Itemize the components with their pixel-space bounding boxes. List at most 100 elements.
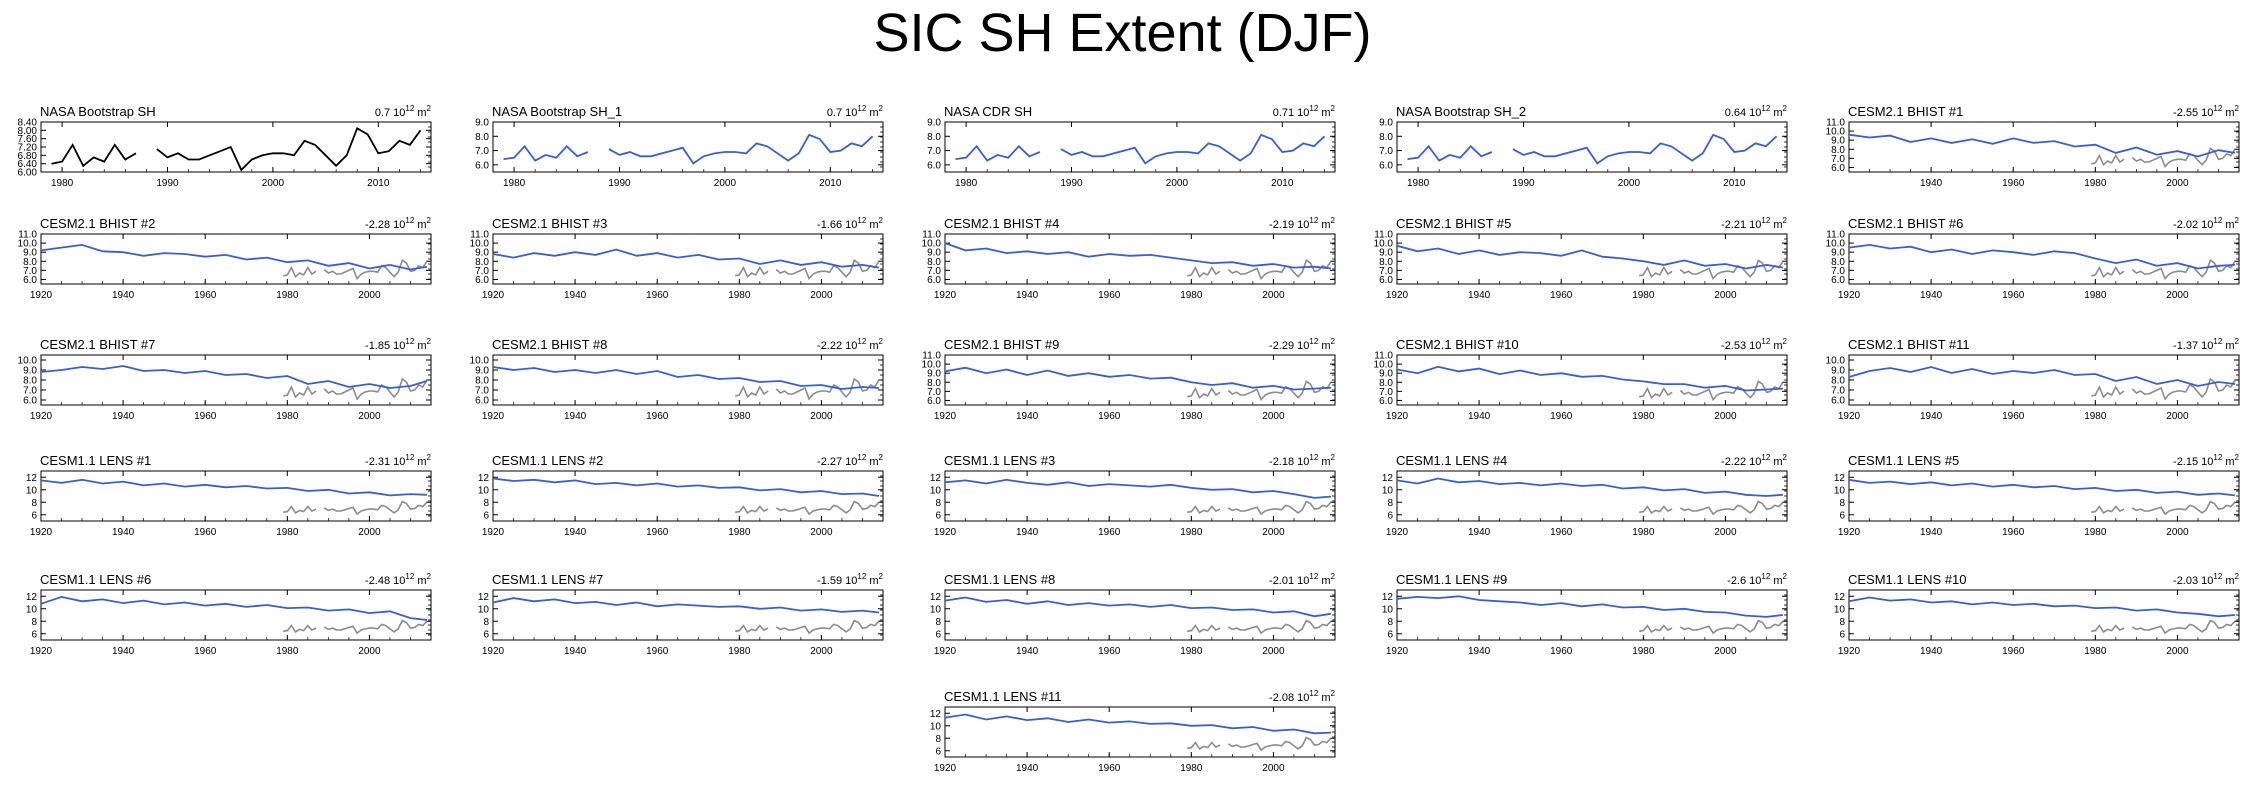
- series-line: [1396, 244, 1784, 270]
- panel-trend-label: -2.31 1012 m2: [365, 453, 432, 468]
- obs-overlay-line: [1679, 619, 1784, 635]
- y-tick-label: 6.0: [927, 160, 941, 171]
- panel-trend-label: -2.15 1012 m2: [2173, 453, 2240, 468]
- y-tick-label: 6.0: [1379, 160, 1393, 171]
- obs-overlay-line: [775, 377, 880, 401]
- x-tick-label: 1960: [1098, 527, 1121, 538]
- panel-title: CESM1.1 LENS #3: [944, 453, 1055, 468]
- x-tick-label: 2000: [1714, 290, 1737, 301]
- obs-overlay-line: [2131, 259, 2236, 280]
- panel-frame: [944, 233, 1336, 285]
- panel-title: CESM2.1 BHIST #1: [1848, 104, 1963, 119]
- panel-title: CESM1.1 LENS #2: [492, 453, 603, 468]
- panel-title: CESM2.1 BHIST #11: [1848, 337, 1970, 352]
- obs-overlay-line: [1639, 265, 1673, 279]
- panel-frame: [1396, 121, 1788, 173]
- y-tick-label: 10.0: [922, 360, 942, 371]
- y-tick-label: 10: [930, 721, 942, 732]
- x-tick-label: 1920: [934, 411, 957, 422]
- series-line: [1407, 144, 1493, 162]
- y-tick-label: 10: [1834, 604, 1846, 615]
- x-tick-label: 2000: [262, 178, 285, 189]
- y-tick-label: 6.0: [475, 396, 489, 407]
- y-tick-label: 8.0: [1379, 257, 1393, 268]
- x-tick-label: 1920: [1838, 646, 1861, 657]
- y-tick-label: 10: [930, 604, 942, 615]
- series-line: [1848, 133, 2236, 158]
- x-tick-label: 1940: [564, 290, 587, 301]
- y-tick-label: 8.0: [1379, 378, 1393, 389]
- y-tick-label: 10.0: [18, 356, 38, 367]
- obs-overlay-line: [1639, 505, 1673, 514]
- x-tick-label: 1960: [1098, 763, 1121, 774]
- y-tick-label: 6: [1839, 629, 1845, 640]
- x-tick-label: 1980: [728, 527, 751, 538]
- obs-overlay-line: [1227, 259, 1332, 280]
- panel-frame: [1396, 233, 1788, 285]
- x-tick-label: 1980: [1180, 646, 1203, 657]
- y-tick-label: 9.0: [1379, 369, 1393, 380]
- x-tick-label: 1940: [1920, 527, 1943, 538]
- y-tick-label: 6.0: [927, 396, 941, 407]
- panel-frame: [1396, 589, 1788, 641]
- series-line: [503, 144, 589, 162]
- x-tick-label: 1980: [1632, 646, 1655, 657]
- x-tick-label: 2000: [1714, 646, 1737, 657]
- obs-overlay-line: [2091, 624, 2125, 633]
- x-tick-label: 2000: [1262, 763, 1285, 774]
- y-tick-label: 7.0: [23, 386, 37, 397]
- x-tick-label: 1920: [934, 763, 957, 774]
- y-tick-label: 7.0: [927, 146, 941, 157]
- y-tick-label: 11.0: [18, 230, 37, 241]
- x-tick-label: 1980: [1180, 763, 1203, 774]
- panel-trend-label: -2.19 1012 m2: [1269, 216, 1336, 231]
- y-tick-label: 10.0: [1826, 127, 1846, 138]
- x-tick-label: 1960: [1550, 411, 1573, 422]
- x-tick-label: 1960: [1550, 290, 1573, 301]
- x-tick-label: 2000: [810, 411, 833, 422]
- x-tick-label: 1960: [2002, 178, 2025, 189]
- x-tick-label: 1920: [1838, 411, 1861, 422]
- y-tick-label: 10: [26, 485, 38, 496]
- panel-trend-label: 0.71 1012 m2: [1273, 104, 1336, 119]
- panel-frame: [944, 470, 1336, 522]
- panel-frame: [944, 706, 1336, 758]
- panel-frame: [40, 470, 432, 522]
- y-tick-label: 9.0: [1831, 248, 1845, 259]
- obs-overlay-line: [283, 505, 317, 514]
- x-tick-label: 1960: [1098, 290, 1121, 301]
- panel-trend-label: 0.7 1012 m2: [375, 104, 432, 119]
- obs-overlay-line: [2131, 377, 2236, 401]
- y-tick-label: 8.0: [475, 132, 489, 143]
- y-tick-label: 12: [930, 592, 942, 603]
- x-tick-label: 1980: [955, 178, 978, 189]
- obs-overlay-line: [1187, 265, 1221, 279]
- panel-trend-label: -2.21 1012 m2: [1721, 216, 1788, 231]
- x-tick-label: 1980: [1632, 290, 1655, 301]
- panel-trend-label: -2.48 1012 m2: [365, 572, 432, 587]
- obs-overlay-line: [1679, 259, 1784, 280]
- x-tick-label: 1920: [934, 646, 957, 657]
- x-tick-label: 1980: [503, 178, 526, 189]
- obs-overlay-line: [1187, 505, 1221, 514]
- panel-trend-label: -1.59 1012 m2: [817, 572, 884, 587]
- series-line: [1848, 243, 2235, 270]
- y-tick-label: 8: [31, 617, 37, 628]
- y-tick-label: 8: [483, 617, 489, 628]
- panel-title: CESM1.1 LENS #8: [944, 572, 1055, 587]
- y-tick-label: 8.0: [1379, 132, 1393, 143]
- panel-title: CESM2.1 BHIST #10: [1396, 337, 1519, 352]
- x-tick-label: 1940: [1920, 411, 1943, 422]
- x-tick-label: 1920: [482, 646, 505, 657]
- y-tick-label: 12: [1834, 592, 1846, 603]
- y-tick-label: 7.0: [1379, 266, 1393, 277]
- panel-frame: [492, 470, 884, 522]
- obs-overlay-line: [1639, 624, 1673, 633]
- panel-trend-label: -2.22 1012 m2: [1721, 453, 1788, 468]
- x-tick-label: 2010: [819, 178, 842, 189]
- x-tick-label: 2000: [2166, 411, 2189, 422]
- x-tick-label: 1980: [276, 527, 299, 538]
- obs-overlay-line: [323, 500, 428, 516]
- obs-overlay-line: [1679, 500, 1784, 516]
- panel-frame: [40, 354, 432, 406]
